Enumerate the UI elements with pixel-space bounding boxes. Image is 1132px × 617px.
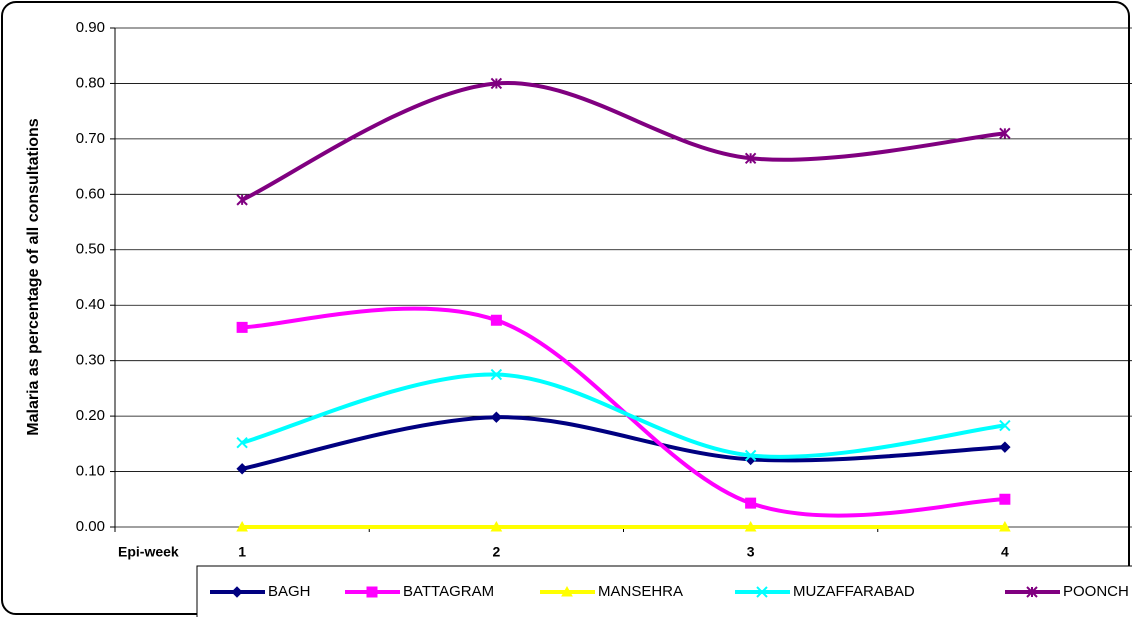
legend-label: MUZAFFARABAD <box>793 583 915 600</box>
marker <box>999 441 1011 453</box>
marker <box>236 321 248 333</box>
legend-label: BAGH <box>268 583 311 600</box>
y-tick-label: 0.90 <box>76 19 105 36</box>
marker <box>490 314 502 326</box>
marker <box>490 520 503 532</box>
x-tick-label: 4 <box>1001 544 1009 560</box>
marker <box>756 586 768 598</box>
y-tick-label: 0.30 <box>76 352 105 369</box>
y-tick-label: 0.10 <box>76 463 105 480</box>
marker <box>490 368 503 381</box>
marker <box>745 497 757 509</box>
x-tick-label: 2 <box>492 544 500 560</box>
legend-label: POONCH <box>1063 583 1129 600</box>
marker <box>231 586 243 598</box>
marker <box>236 437 248 449</box>
series-line <box>241 415 1005 471</box>
legend-label: BATTAGRAM <box>403 583 494 600</box>
marker <box>490 77 503 90</box>
y-tick-label: 0.40 <box>76 296 105 313</box>
x-axis-title: Epi-week <box>118 544 179 560</box>
marker <box>999 520 1011 532</box>
y-tick-label: 0.50 <box>76 241 105 258</box>
legend-label: MANSEHRA <box>598 583 683 600</box>
marker <box>490 411 503 423</box>
x-tick-label: 3 <box>747 544 755 560</box>
y-tick-label: 0.70 <box>76 130 105 147</box>
y-tick-label: 0.60 <box>76 185 105 202</box>
series-line <box>241 372 1006 459</box>
y-tick-label: 0.00 <box>76 518 105 535</box>
y-tick-label: 0.80 <box>76 74 105 91</box>
marker <box>236 520 248 532</box>
marker <box>744 520 757 532</box>
series-line <box>241 81 1006 202</box>
x-tick-label: 1 <box>238 544 246 560</box>
y-axis-title: Malaria as percentage of all consultatio… <box>25 118 42 436</box>
marker <box>999 493 1011 505</box>
marker <box>236 463 248 475</box>
marker <box>999 127 1011 140</box>
marker <box>1026 586 1038 598</box>
marker <box>236 194 248 206</box>
marker <box>744 449 757 462</box>
marker <box>366 586 378 598</box>
marker <box>561 585 573 597</box>
marker <box>999 419 1011 432</box>
y-tick-label: 0.20 <box>76 407 105 424</box>
marker <box>744 152 757 165</box>
